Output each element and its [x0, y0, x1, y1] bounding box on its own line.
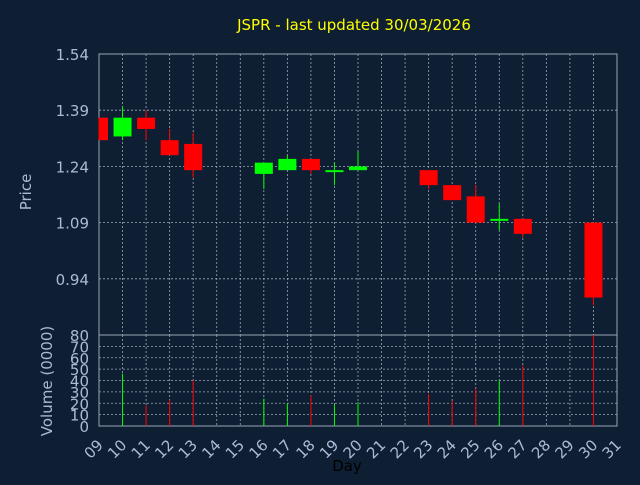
price-tick-label: 1.24	[56, 158, 89, 176]
volume-tick-label: 20	[70, 395, 89, 413]
candle-body	[325, 170, 344, 173]
candle-body	[184, 143, 203, 171]
candle-body	[301, 158, 320, 171]
candles	[98, 106, 603, 306]
volume-tick-label: 30	[70, 384, 89, 402]
candle-body	[349, 166, 367, 171]
volume-tick-label: 60	[70, 350, 89, 368]
candle-body	[137, 117, 156, 129]
volume-axis-label: Volume (0000)	[38, 326, 56, 436]
candle-body	[160, 140, 179, 156]
price-tick-label: 1.09	[56, 215, 89, 233]
volume-tick-label: 70	[70, 338, 89, 356]
price-axis: 1.54 1.39 1.24 1.09 0.94	[56, 46, 89, 289]
price-tick-label: 1.39	[56, 102, 89, 120]
price-tick-label: 0.94	[56, 271, 89, 289]
volume-tick-label: 0	[79, 418, 89, 436]
candle-body	[443, 185, 462, 201]
candle-body	[254, 162, 273, 174]
candle-body	[513, 218, 532, 234]
candle-body	[466, 196, 485, 223]
candle-body	[113, 117, 132, 137]
volume-tick-label: 40	[70, 373, 89, 391]
volume-tick-label: 10	[70, 407, 89, 425]
candle-body	[584, 222, 603, 298]
candle-body	[278, 158, 297, 171]
chart-title: JSPR - last updated 30/03/2026	[236, 16, 471, 34]
price-tick-label: 1.54	[56, 46, 89, 64]
candle-body	[99, 117, 108, 141]
price-axis-label: Price	[17, 174, 35, 211]
volume-bars	[122, 335, 594, 426]
volume-tick-label: 80	[70, 327, 89, 345]
candle-body	[490, 218, 509, 221]
candle-body	[419, 170, 438, 186]
x-axis-label: Day	[332, 457, 362, 475]
volume-tick-label: 50	[70, 361, 89, 379]
